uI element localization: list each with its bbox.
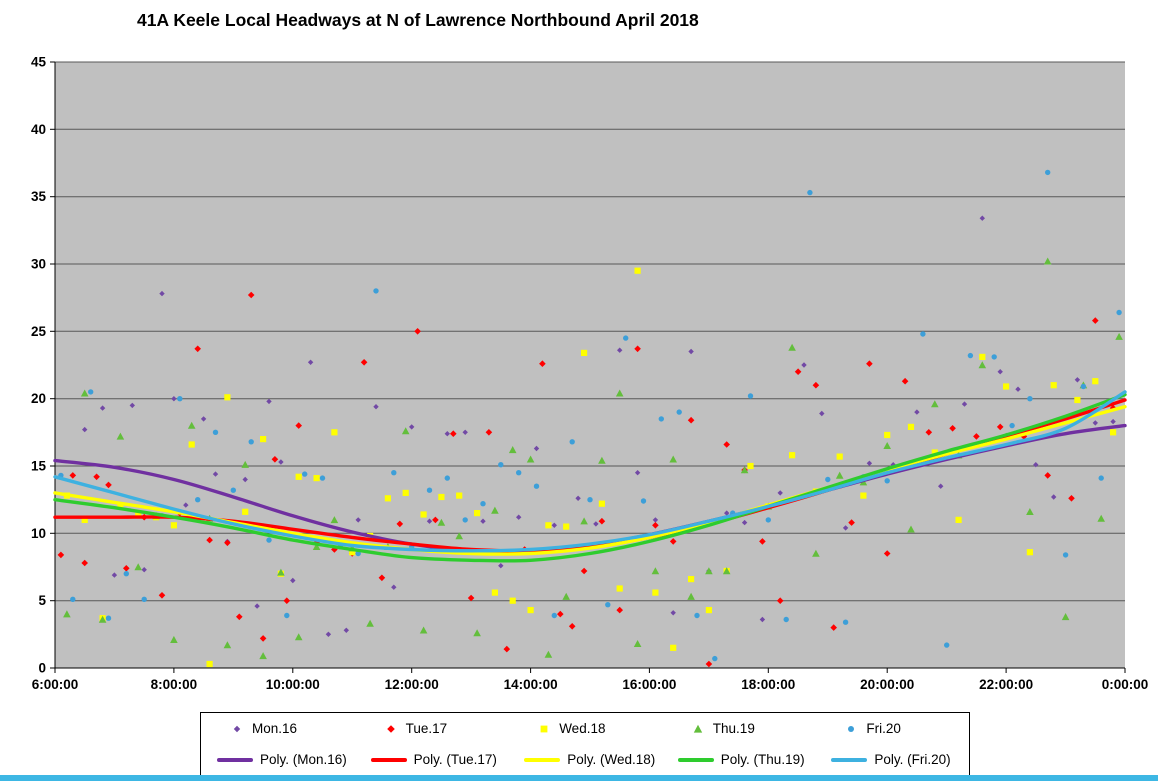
- svg-text:18:00:00: 18:00:00: [741, 677, 795, 692]
- legend-label: Mon.16: [252, 721, 298, 736]
- svg-text:22:00:00: 22:00:00: [979, 677, 1033, 692]
- legend-label: Poly. (Thu.19): [720, 752, 805, 767]
- svg-text:12:00:00: 12:00:00: [385, 677, 439, 692]
- tue17-marker-icon: [383, 721, 399, 737]
- poly-wed18-line-icon: [524, 757, 561, 762]
- fri20-marker-icon: [843, 721, 859, 737]
- legend-item-poly-mon16: Poly. (Mon.16): [201, 752, 355, 767]
- mon16-marker-icon: [229, 721, 245, 737]
- svg-text:20: 20: [31, 391, 46, 406]
- poly-thu19-line-icon: [677, 757, 714, 762]
- svg-text:10:00:00: 10:00:00: [266, 677, 320, 692]
- thu19-marker-icon: [690, 721, 706, 737]
- chart-title: 41A Keele Local Headways at N of Lawrenc…: [137, 10, 699, 30]
- legend-label: Poly. (Fri.20): [874, 752, 951, 767]
- svg-text:0: 0: [38, 661, 46, 676]
- wed18-marker-icon: [536, 721, 552, 737]
- svg-text:14:00:00: 14:00:00: [504, 677, 558, 692]
- legend-item-tue17: Tue.17: [355, 721, 509, 737]
- legend-label: Thu.19: [712, 721, 755, 736]
- poly-tue17-line-icon: [370, 757, 407, 762]
- legend-label: Poly. (Mon.16): [260, 752, 347, 767]
- poly-fri20-line-icon: [831, 757, 868, 762]
- legend-item-poly-wed18: Poly. (Wed.18): [508, 752, 662, 767]
- svg-text:16:00:00: 16:00:00: [622, 677, 676, 692]
- svg-text:35: 35: [31, 189, 47, 204]
- svg-text:25: 25: [31, 324, 47, 339]
- legend-label: Wed.18: [559, 721, 606, 736]
- window-bottom-edge: [0, 775, 1158, 781]
- chart-plot-area: 0 5 10 15 20 25 30 35 40 45 6:00:00 8:00:00 10:00:00…: [31, 55, 1149, 693]
- legend-item-poly-thu19: Poly. (Thu.19): [662, 752, 816, 767]
- legend-label: Tue.17: [405, 721, 448, 736]
- svg-text:6:00:00: 6:00:00: [32, 677, 79, 692]
- svg-text:30: 30: [31, 257, 46, 272]
- svg-text:8:00:00: 8:00:00: [151, 677, 198, 692]
- chart-legend: Mon.16 Tue.17 Wed.18 Thu.19 Fri.20 Poly.…: [200, 712, 970, 776]
- svg-text:10: 10: [31, 526, 46, 541]
- svg-text:40: 40: [31, 122, 46, 137]
- svg-text:45: 45: [31, 55, 47, 70]
- legend-item-mon16: Mon.16: [201, 721, 355, 737]
- legend-label: Poly. (Wed.18): [567, 752, 656, 767]
- svg-text:20:00:00: 20:00:00: [860, 677, 914, 692]
- legend-item-poly-tue17: Poly. (Tue.17): [355, 752, 509, 767]
- legend-label: Fri.20: [866, 721, 901, 736]
- legend-item-poly-fri20: Poly. (Fri.20): [815, 752, 969, 767]
- legend-label: Poly. (Tue.17): [413, 752, 497, 767]
- svg-text:15: 15: [31, 459, 47, 474]
- legend-item-fri20: Fri.20: [815, 721, 969, 737]
- legend-item-wed18: Wed.18: [508, 721, 662, 737]
- svg-text:0:00:00: 0:00:00: [1102, 677, 1149, 692]
- svg-text:5: 5: [38, 593, 46, 608]
- legend-item-thu19: Thu.19: [662, 721, 816, 737]
- poly-mon16-line-icon: [217, 757, 253, 762]
